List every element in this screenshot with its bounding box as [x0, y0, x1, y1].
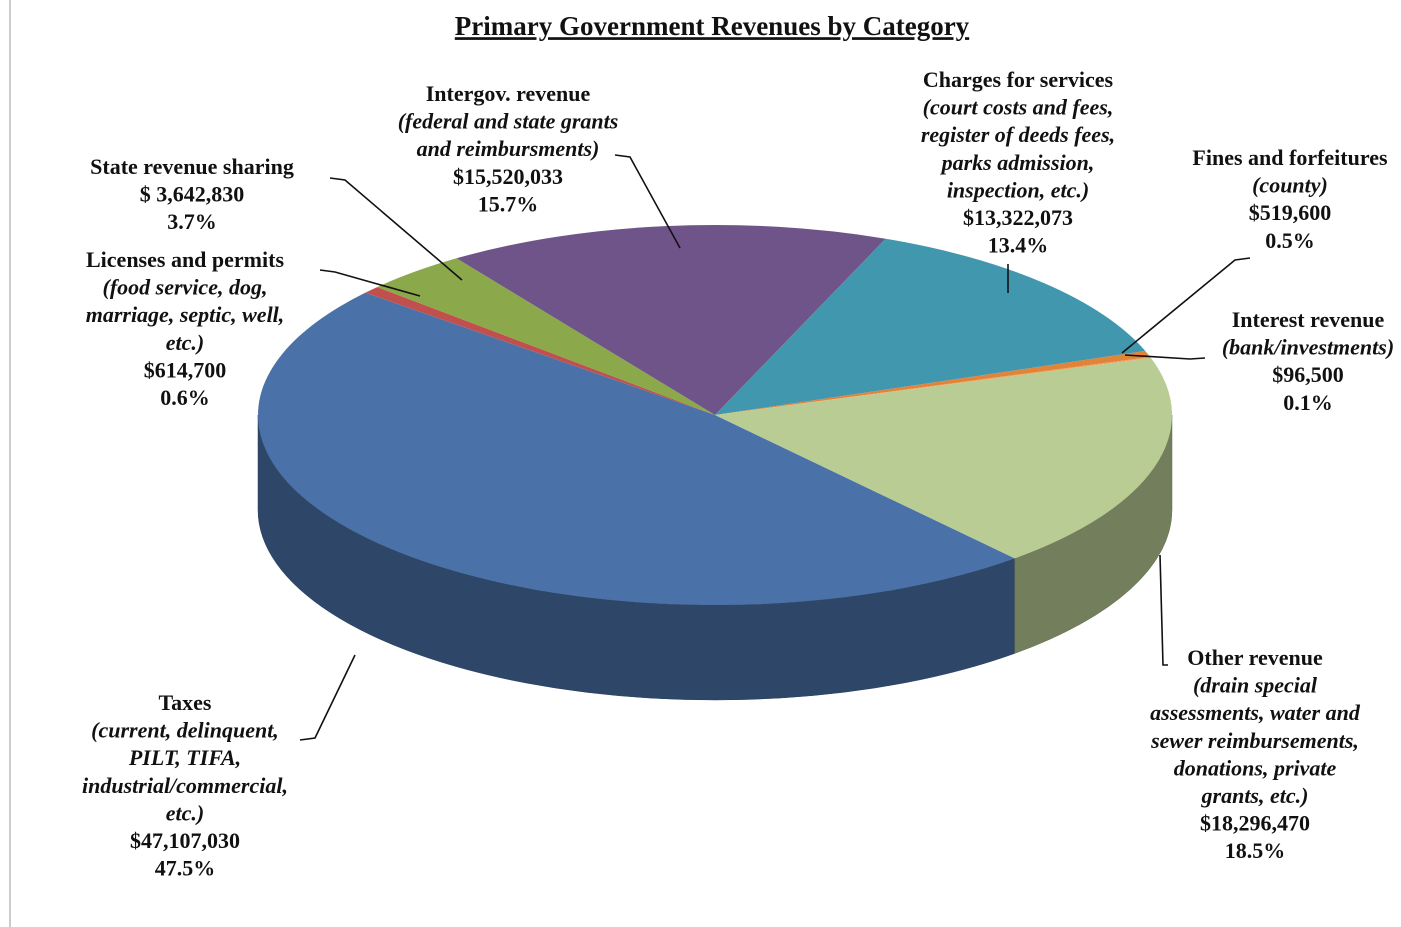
slice	[257, 292, 1015, 605]
slice	[715, 356, 1151, 415]
percent-label: 18.5%	[1225, 838, 1286, 863]
category-description: register of deeds fees,	[921, 122, 1115, 147]
category-description: etc.)	[166, 330, 204, 355]
category-description: (drain special	[1193, 673, 1318, 698]
slice	[715, 238, 1146, 415]
leader-line	[1121, 257, 1251, 354]
category-label: Interest revenue	[1232, 307, 1385, 332]
value-label: $519,600	[1249, 200, 1332, 225]
value-label: $614,700	[144, 357, 227, 382]
category-label: Charges for services	[923, 67, 1114, 92]
category-label: Intergov. revenue	[426, 81, 591, 106]
slice	[377, 258, 715, 415]
percent-label: 13.4%	[988, 233, 1049, 258]
value-label: $47,107,030	[130, 828, 240, 853]
category-description: and reimbursments)	[417, 136, 600, 161]
category-label: State revenue sharing	[90, 154, 294, 179]
percent-label: 0.1%	[1283, 390, 1333, 415]
category-description: PILT, TIFA,	[128, 745, 241, 770]
category-label: Other revenue	[1187, 645, 1323, 670]
labels: Taxes (current, delinquent,PILT, TIFA, ind…	[82, 67, 1394, 881]
value-label: $ 3,642,830	[140, 182, 245, 207]
percent-label: 0.5%	[1265, 228, 1315, 253]
slice	[456, 225, 886, 415]
category-description: donations, private	[1174, 755, 1337, 780]
value-label: $18,296,470	[1200, 811, 1310, 836]
leader-line	[319, 269, 421, 297]
category-description: (bank/investments)	[1222, 335, 1394, 360]
slice	[715, 350, 1151, 415]
category-label: Licenses and permits	[86, 247, 284, 272]
leader-line	[614, 154, 681, 249]
category-description: (federal and state grants	[398, 109, 619, 134]
category-description: grants, etc.)	[1201, 783, 1309, 808]
category-label: Taxes	[159, 690, 212, 715]
category-label: Fines and forfeitures	[1192, 145, 1388, 170]
percent-label: 0.6%	[160, 385, 210, 410]
category-description: parks admission,	[940, 150, 1095, 175]
category-description: assessments, water and	[1150, 700, 1361, 725]
category-description: etc.)	[166, 800, 204, 825]
value-label: $13,322,073	[963, 205, 1073, 230]
percent-label: 3.7%	[167, 209, 217, 234]
value-label: $96,500	[1272, 362, 1344, 387]
leader-line	[1159, 554, 1168, 666]
category-description: (food service, dog,	[103, 275, 268, 300]
category-description: (current, delinquent,	[91, 718, 279, 743]
category-description: sewer reimbursements,	[1150, 728, 1359, 753]
percent-label: 47.5%	[155, 856, 216, 881]
leader-line	[329, 177, 463, 281]
category-description: marriage, septic, well,	[86, 302, 285, 327]
leader-line	[299, 654, 356, 741]
chart-title: Primary Government Revenues by Category	[455, 11, 970, 41]
slice	[715, 358, 1172, 559]
category-description: (county)	[1252, 173, 1328, 198]
leader-line	[1124, 354, 1206, 360]
slice	[365, 287, 715, 415]
percent-label: 15.7%	[478, 191, 539, 216]
pie	[257, 225, 1173, 701]
category-description: inspection, etc.)	[947, 177, 1089, 202]
category-description: (court costs and fees,	[923, 95, 1114, 120]
value-label: $15,520,033	[453, 164, 563, 189]
category-description: industrial/commercial,	[82, 773, 288, 798]
